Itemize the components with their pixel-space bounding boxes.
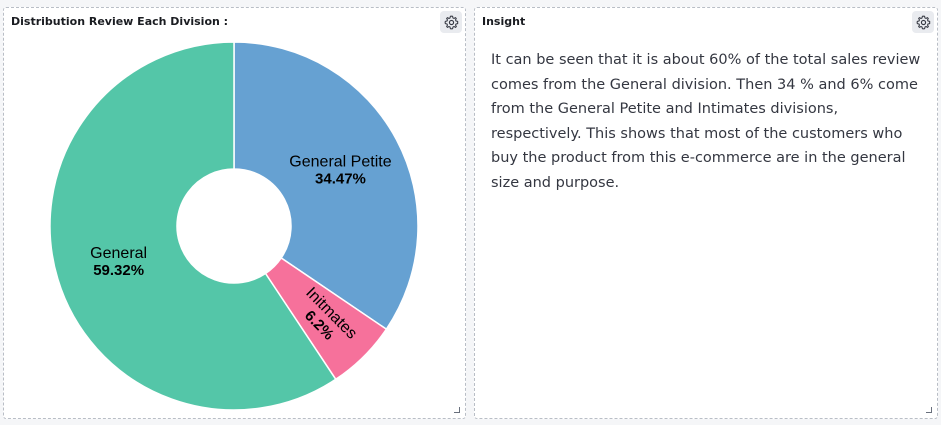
distribution-panel: Distribution Review Each Division : Gene… [3,7,466,419]
panel-title: Insight [482,15,526,28]
resize-corner-icon[interactable] [926,407,932,413]
insight-text: It can be seen that it is about 60% of t… [491,52,921,191]
slice-percent-label: 34.47% [315,171,366,188]
pie-slice-general[interactable] [49,41,337,411]
insight-panel: Insight It can be seen that it is about … [474,7,938,419]
resize-corner-icon[interactable] [454,407,460,413]
slice-name-label: General [90,245,147,262]
slice-name-label: General Petite [289,154,391,171]
donut-chart: General Petite34.47%Initmates6.2%General… [49,41,419,411]
pie-slice-general-petite[interactable] [233,41,419,331]
panel-settings-button[interactable] [912,11,934,33]
slice-percent-label: 59.32% [93,262,144,279]
gear-icon [444,15,458,29]
gear-icon [916,15,930,29]
panel-title: Distribution Review Each Division : [11,15,229,28]
panel-settings-button[interactable] [440,11,462,33]
